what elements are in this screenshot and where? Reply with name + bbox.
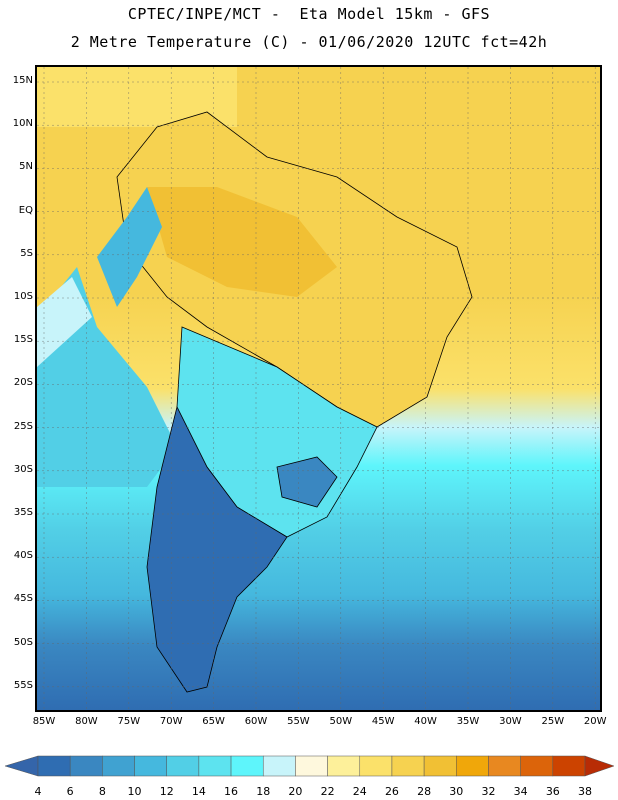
- colorbar-swatch: [520, 755, 554, 777]
- latitude-label: 40S: [13, 550, 33, 562]
- amazon-warm: [147, 187, 337, 297]
- longitude-label: 85W: [32, 716, 56, 727]
- colorbar-level-label: 38: [578, 785, 592, 798]
- longitude-label: 40W: [414, 716, 437, 727]
- longitude-label: 25W: [541, 716, 565, 727]
- colorbar-swatch: [69, 755, 103, 777]
- colorbar-level-label: 6: [66, 785, 74, 798]
- colorbar-arrow-low: [4, 755, 39, 777]
- latitude-label: 20S: [13, 377, 33, 389]
- longitude-label: 30W: [499, 716, 522, 727]
- latitude-label: 30S: [13, 463, 33, 475]
- colorbar-swatch: [391, 755, 425, 777]
- longitude-label: 75W: [117, 716, 141, 727]
- latitude-label: 10S: [13, 291, 33, 302]
- latitude-label: EQ: [18, 204, 33, 216]
- map-subtitle: 2 Metre Temperature (C) - 01/06/2020 12U…: [70, 33, 548, 51]
- colorbar-swatch: [456, 755, 489, 777]
- colorbar-swatch: [423, 755, 457, 777]
- colorbar-swatch: [359, 755, 393, 777]
- latitude-label: 35S: [13, 507, 33, 518]
- colorbar-level-label: 18: [256, 785, 271, 798]
- longitude-label: 35W: [456, 716, 480, 727]
- longitude-label: 20W: [583, 716, 607, 727]
- colorbar-level-label: 22: [320, 785, 335, 798]
- latitude-label: 55S: [13, 679, 33, 691]
- colorbar-swatch: [166, 755, 200, 777]
- longitude-label: 80W: [75, 716, 98, 727]
- latitude-label: 50S: [13, 636, 33, 648]
- longitude-label: 45W: [371, 716, 395, 727]
- colorbar-level-label: 30: [449, 785, 464, 798]
- latitude-label: 25S: [13, 420, 33, 432]
- colorbar-swatch: [327, 755, 361, 777]
- colorbar-level-label: 32: [481, 785, 496, 798]
- colorbar-swatch: [37, 755, 71, 777]
- continent-south: [146, 405, 288, 693]
- colorbar-level-label: 14: [191, 785, 206, 798]
- colorbar-swatch: [488, 755, 521, 777]
- colorbar-swatch: [230, 755, 264, 777]
- latitude-label: 15N: [12, 75, 33, 86]
- colorbar-level-label: 26: [384, 785, 399, 798]
- longitude-label: 50W: [329, 716, 353, 727]
- latitude-label: 5S: [20, 247, 33, 259]
- colorbar-level-label: 10: [127, 785, 142, 798]
- colorbar-level-label: 4: [34, 785, 42, 798]
- longitude-label: 55W: [287, 716, 310, 727]
- longitude-label: 60W: [244, 716, 268, 727]
- colorbar-level-label: 8: [98, 785, 106, 798]
- colorbar-swatch: [552, 755, 586, 777]
- uruguay: [276, 456, 338, 508]
- colorbar-swatch: [102, 755, 135, 777]
- latitude-label: 10N: [12, 118, 33, 130]
- latitude-label: 15S: [13, 334, 33, 346]
- latitude-label: 45S: [13, 593, 33, 605]
- longitude-label: 65W: [202, 716, 225, 727]
- map-canvas: [37, 67, 600, 710]
- graticule: [37, 67, 600, 710]
- temperature-map: [35, 65, 602, 712]
- andes-cool: [97, 187, 162, 307]
- colorbar-swatch: [262, 755, 296, 777]
- colorbar-level-label: 24: [352, 785, 367, 798]
- colorbar-level-label: 34: [513, 785, 528, 798]
- colorbar-level-label: 20: [288, 785, 303, 798]
- map-title: CPTEC/INPE/MCT - Eta Model 15km - GFS: [127, 5, 491, 23]
- latitude-label: 5N: [19, 161, 33, 173]
- longitude-label: 70W: [159, 716, 183, 727]
- colorbar-arrow-high: [584, 755, 615, 777]
- colorbar-level-label: 16: [224, 785, 239, 798]
- colorbar-level-label: 28: [417, 785, 432, 798]
- colorbar: [4, 755, 615, 777]
- pacific-lightblue: [37, 277, 92, 367]
- colorbar-swatch: [134, 755, 167, 777]
- colorbar-swatch: [198, 755, 232, 777]
- colorbar-level-label: 36: [545, 785, 560, 798]
- colorbar-level-label: 12: [159, 785, 174, 798]
- colorbar-swatch: [295, 755, 328, 777]
